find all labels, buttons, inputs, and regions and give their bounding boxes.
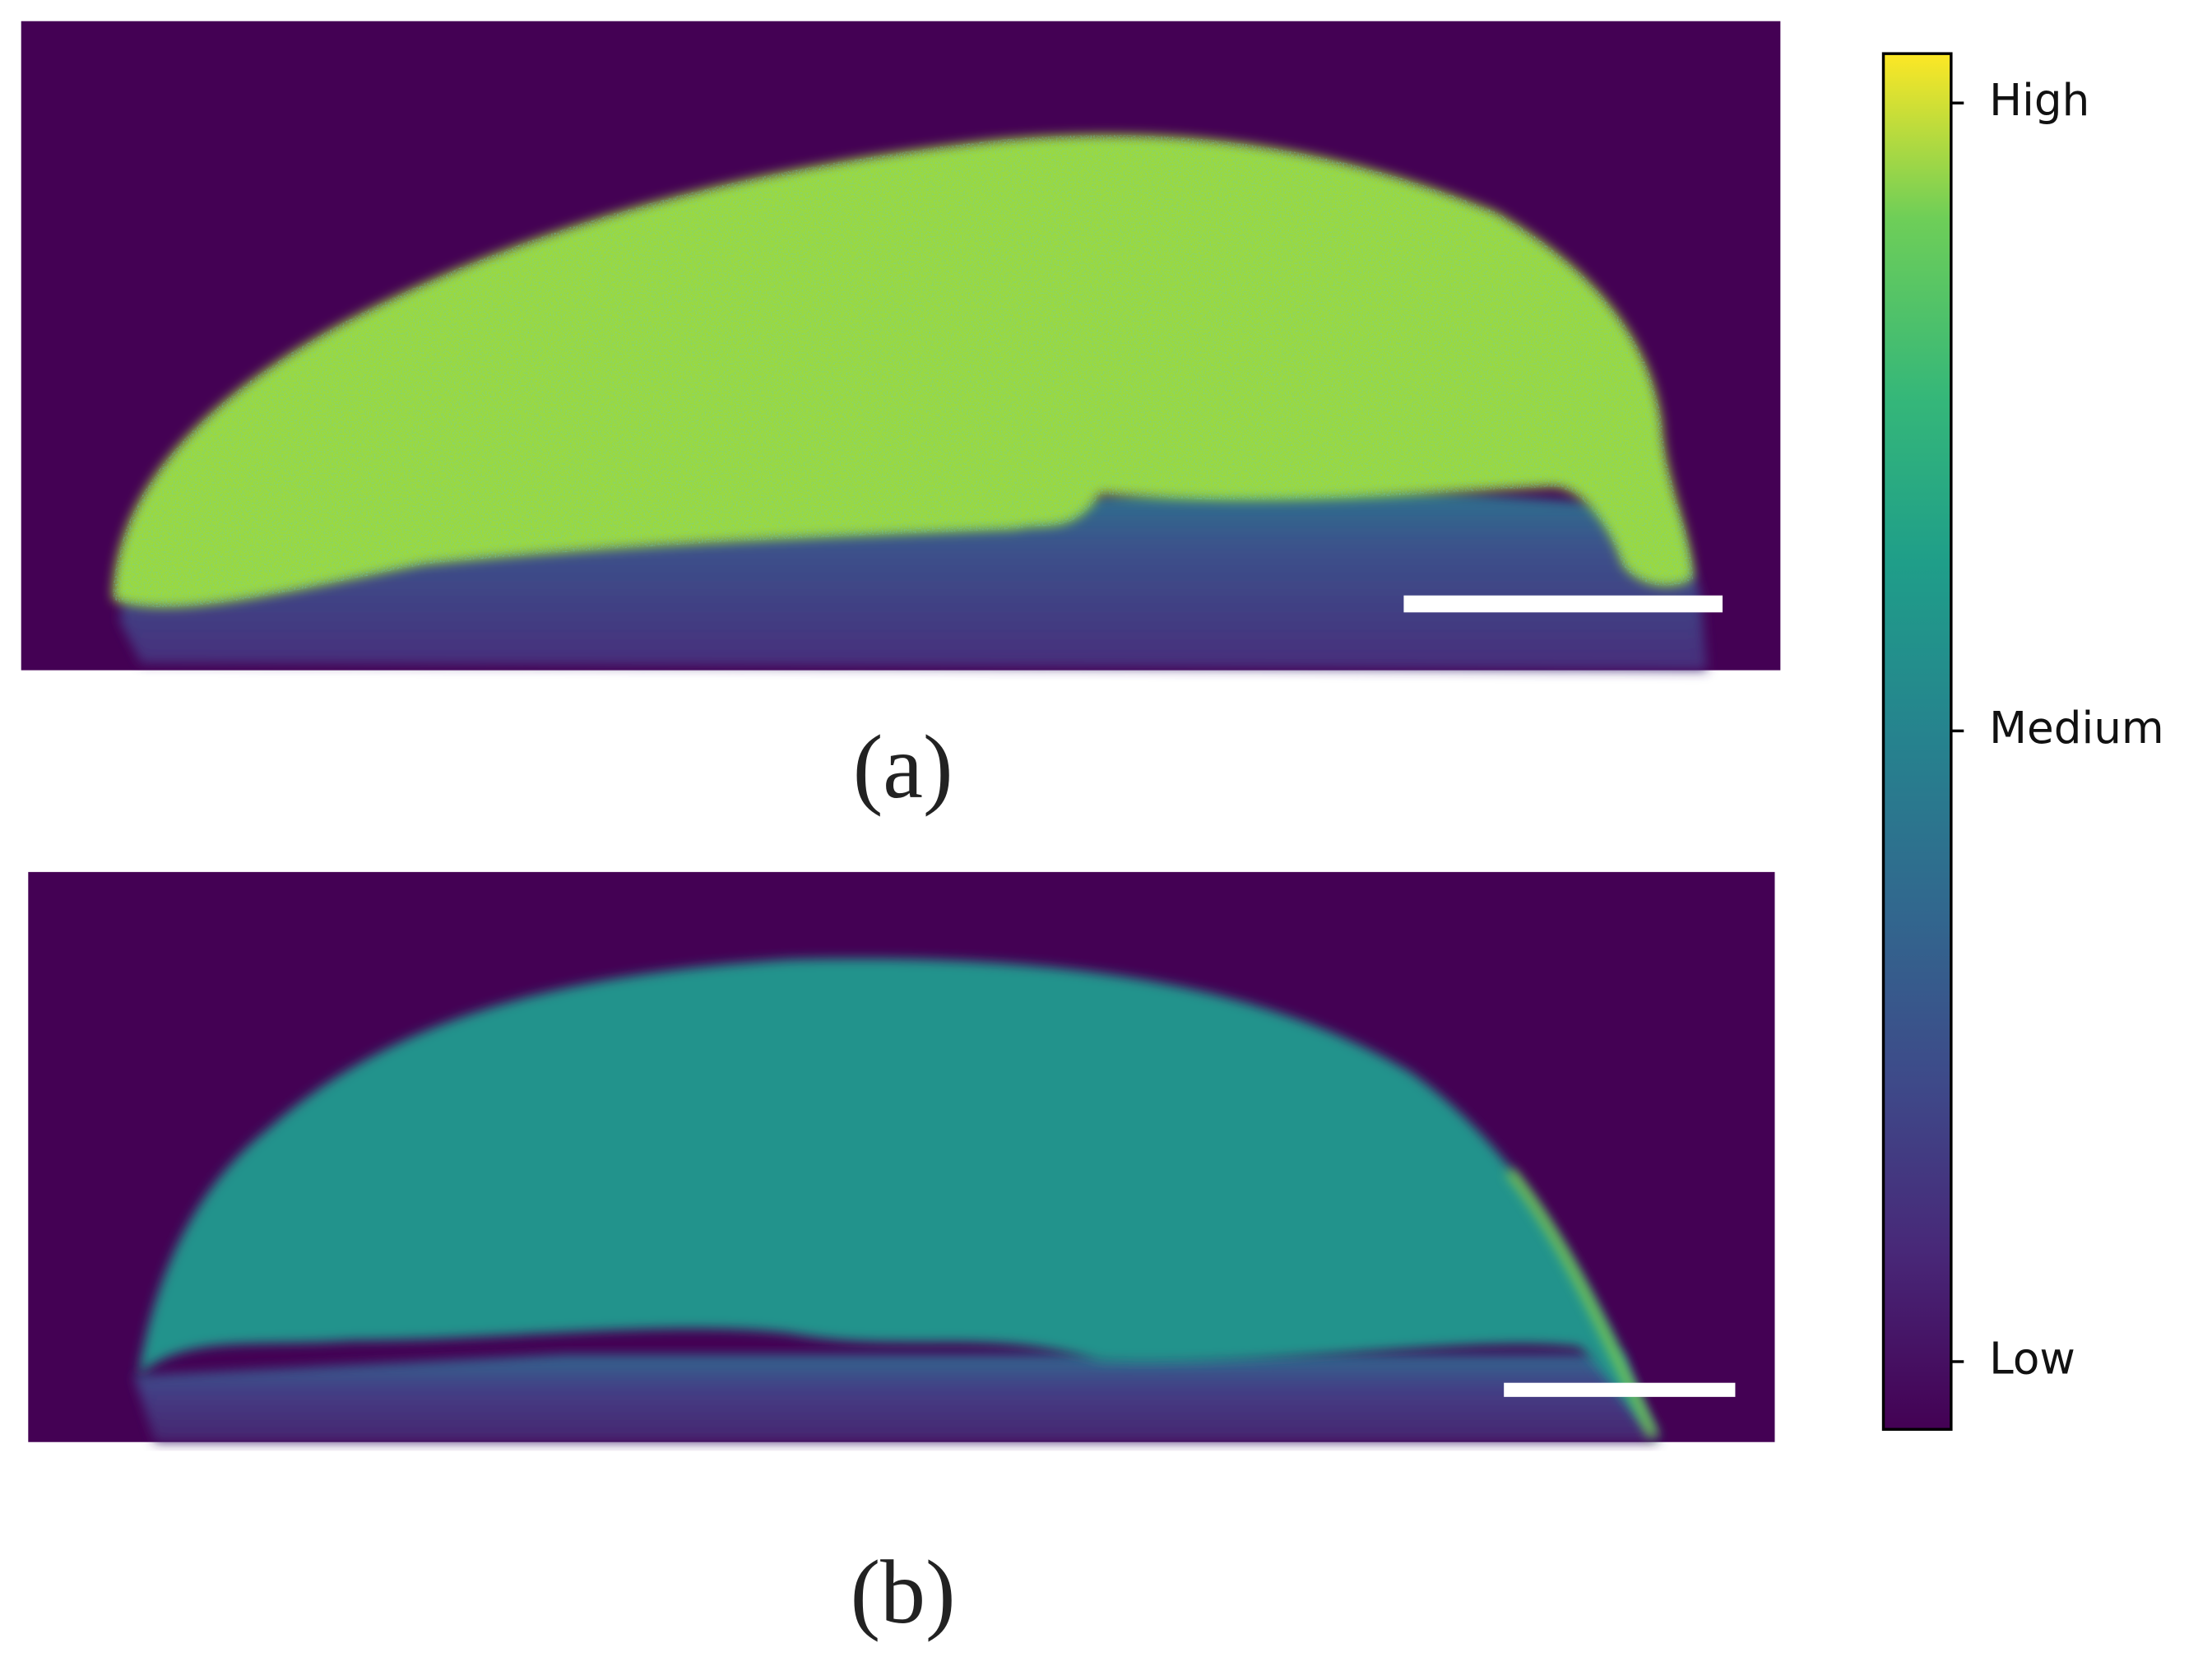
colorbar-tick-label: Low xyxy=(1989,1334,2075,1385)
colorbar-tick-label: High xyxy=(1989,75,2089,126)
panel-label: (b) xyxy=(851,1542,956,1642)
panel-label: (a) xyxy=(853,717,953,817)
panel-b-image xyxy=(28,871,1775,1442)
figure-content: (a) (b) High Medium Low xyxy=(21,21,2164,1642)
panel-a-image xyxy=(21,21,1781,671)
colorbar-tick-label: Medium xyxy=(1989,703,2164,754)
colorbar: High Medium Low xyxy=(1881,52,2164,1432)
